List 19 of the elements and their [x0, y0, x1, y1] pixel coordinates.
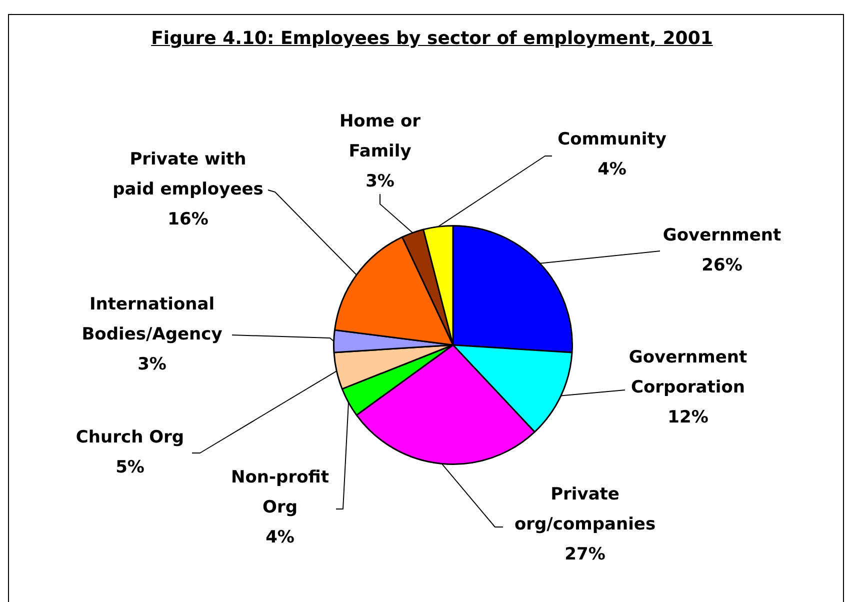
data-label: 4% [266, 527, 294, 548]
data-label: 26% [702, 255, 742, 276]
data-label: 4% [598, 159, 626, 180]
slice-label: Private org/companies [514, 484, 656, 534]
slice-label: Home or Family [339, 111, 422, 162]
data-label: 12% [668, 407, 708, 428]
data-label: 3% [366, 171, 394, 192]
data-label: 5% [116, 457, 144, 478]
data-label: 16% [168, 209, 208, 230]
slice-label: Private with paid employees [112, 149, 264, 200]
slice-label: Community [558, 129, 666, 150]
data-label: 27% [564, 544, 606, 564]
slice-label: Church Org [76, 427, 184, 448]
data-label: 3% [138, 354, 166, 374]
slice-label: Government Corporation [628, 347, 748, 398]
slice-label: International Bodies/Agency [82, 294, 222, 344]
chart-title: Figure 4.10: Employees by sector of employment, 2001 [151, 28, 713, 49]
slice-label: Government [662, 225, 782, 246]
slice-label: Non-profit Org [230, 467, 330, 518]
